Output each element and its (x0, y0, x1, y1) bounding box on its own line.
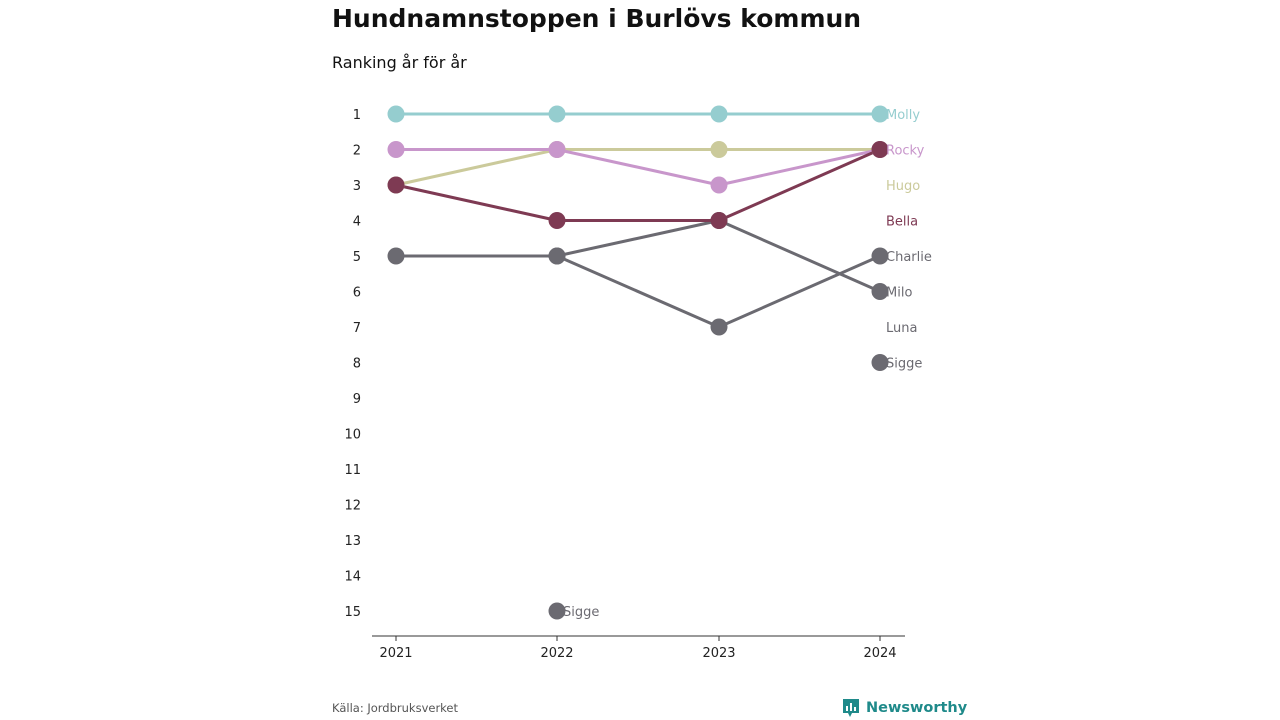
y-tick-label: 12 (344, 499, 361, 514)
x-tick-label: 2024 (863, 646, 896, 661)
data-point (387, 176, 405, 194)
y-tick-label: 15 (344, 605, 361, 620)
data-point (871, 354, 889, 371)
series-line (555, 254, 721, 329)
series-line (717, 148, 882, 187)
y-tick-label: 4 (353, 215, 361, 230)
data-point (871, 141, 889, 158)
data-point (387, 247, 405, 265)
y-tick-label: 6 (353, 286, 361, 301)
y-tick-label: 11 (344, 463, 361, 478)
end-label: Charlie (886, 250, 932, 265)
data-point (710, 318, 728, 336)
end-label: Luna (886, 321, 917, 336)
y-tick-label: 10 (344, 428, 361, 443)
series-line (717, 148, 882, 222)
end-label: Hugo (886, 179, 920, 194)
end-label: Rocky (886, 144, 925, 159)
end-label: Molly (886, 108, 920, 123)
data-point (548, 105, 566, 123)
source-note: Källa: Jordbruksverket (332, 701, 459, 715)
x-tick-label: 2021 (379, 646, 412, 661)
data-point (387, 141, 405, 158)
data-point (387, 105, 405, 123)
data-point (871, 105, 889, 123)
series-line (394, 148, 559, 187)
chart-subtitle: Ranking år för år (332, 53, 467, 72)
series-line (555, 219, 721, 258)
y-tick-label: 3 (353, 179, 361, 194)
data-point (710, 105, 728, 123)
y-tick-label: 5 (353, 250, 361, 265)
data-point (710, 176, 728, 194)
end-label: Sigge (886, 357, 922, 372)
end-label: Milo (886, 286, 912, 301)
y-tick-label: 7 (353, 321, 361, 336)
brand-name: Newsworthy (866, 700, 968, 716)
data-point (710, 141, 728, 158)
series-line (717, 219, 882, 293)
data-point (548, 212, 566, 229)
series-line (717, 254, 882, 329)
point-annotation: Sigge (563, 605, 599, 620)
brand-logo[interactable]: Newsworthy (842, 698, 967, 718)
y-tick-label: 2 (353, 144, 361, 159)
y-tick-label: 9 (353, 392, 361, 407)
data-point (871, 283, 889, 300)
data-point (548, 247, 566, 265)
x-tick-label: 2023 (702, 646, 735, 661)
series-line (394, 183, 559, 222)
y-tick-label: 13 (344, 534, 361, 549)
end-label: Bella (886, 215, 918, 230)
y-tick-label: 8 (353, 357, 361, 372)
data-point (871, 247, 889, 265)
y-tick-label: 14 (344, 570, 361, 585)
chart-title: Hundnamnstoppen i Burlövs kommun (332, 4, 862, 33)
data-point (548, 141, 566, 158)
y-tick-label: 1 (353, 108, 361, 123)
data-point (548, 602, 566, 620)
bar-chart-logo-icon (843, 699, 859, 717)
x-tick-label: 2022 (540, 646, 573, 661)
data-point (710, 212, 728, 229)
series-line (555, 148, 721, 187)
